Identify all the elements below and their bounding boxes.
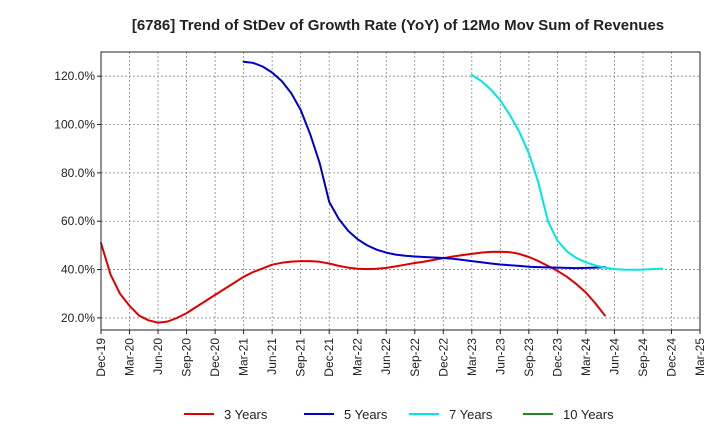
x-tick-label: Mar-21 [237, 338, 251, 376]
y-tick-label: 40.0% [61, 263, 95, 277]
legend-label: 3 Years [224, 407, 268, 422]
x-tick-label: Dec-21 [322, 338, 336, 377]
x-tick-label: Mar-25 [693, 338, 707, 376]
plot-frame [100, 51, 701, 331]
x-tick-label: Sep-23 [522, 338, 536, 377]
x-tick-label: Mar-23 [465, 338, 479, 376]
y-tick-label: 120.0% [54, 69, 95, 83]
x-tick-label: Jun-23 [493, 338, 507, 375]
chart-title: [6786] Trend of StDev of Growth Rate (Yo… [132, 17, 664, 34]
x-tick-label: Mar-22 [351, 338, 365, 376]
x-tick-label: Sep-22 [408, 338, 422, 377]
x-tick-label: Sep-24 [636, 338, 650, 377]
x-tick-label: Dec-23 [550, 338, 564, 377]
grid [101, 52, 700, 330]
x-tick-label: Jun-21 [265, 338, 279, 375]
y-axis-ticks: 20.0% 40.0% 60.0% 80.0% 100.0% 120.0% [54, 69, 101, 325]
x-axis-ticks: Dec-19 Mar-20 Jun-20 Sep-20 Dec-20 Mar-21 Jun-… [94, 330, 707, 377]
x-tick-label: Dec-19 [94, 338, 108, 377]
legend-label: 7 Years [449, 407, 493, 422]
x-tick-label: Sep-20 [180, 338, 194, 377]
x-tick-label: Dec-24 [664, 338, 678, 377]
x-tick-label: Sep-21 [294, 338, 308, 377]
y-tick-label: 60.0% [61, 214, 95, 228]
series-line-7-years [470, 74, 663, 271]
x-tick-label: Mar-24 [579, 338, 593, 376]
series-line-5-years [242, 60, 606, 270]
x-tick-label: Mar-20 [123, 338, 137, 376]
x-tick-label: Jun-20 [151, 338, 165, 375]
y-tick-label: 100.0% [54, 118, 95, 132]
legend-label: 10 Years [563, 407, 614, 422]
legend-label: 5 Years [344, 407, 388, 422]
y-tick-label: 20.0% [61, 311, 95, 325]
x-tick-label: Dec-22 [436, 338, 450, 377]
x-tick-label: Jun-22 [379, 338, 393, 375]
y-tick-label: 80.0% [61, 166, 95, 180]
series-line-3-years [100, 242, 606, 324]
series-layer [100, 60, 663, 324]
x-tick-label: Jun-24 [607, 338, 621, 375]
x-tick-label: Dec-20 [208, 338, 222, 377]
legend: 3 Years 5 Years 7 Years 10 Years [184, 407, 614, 422]
